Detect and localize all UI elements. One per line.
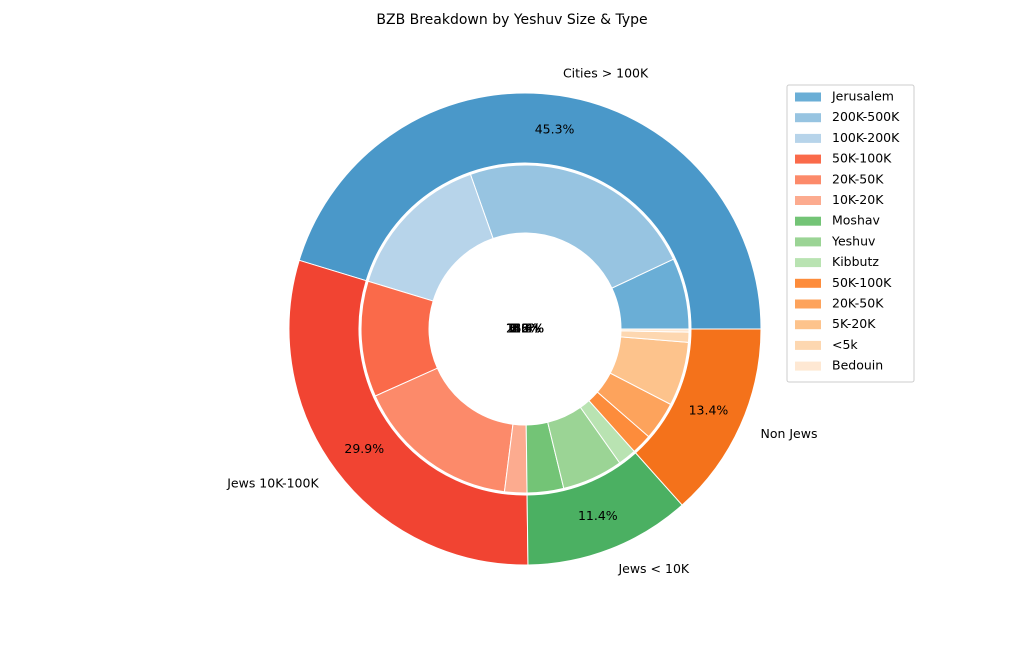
- legend-swatch-moshav-6: [795, 216, 821, 226]
- legend-swatch-200k-500k-1: [795, 113, 821, 123]
- legend-swatch-bedouin-13: [795, 361, 821, 371]
- percent-label-20k-50k-10: 3.8%: [510, 322, 541, 336]
- legend-label-20k-50k-4: 20K-50K: [832, 171, 884, 186]
- percent-label-moshav-6: 3.6%: [510, 322, 541, 336]
- slice-bedouin-13: [620, 328, 690, 333]
- legend-label-50k-100k-3: 50K-100K: [832, 151, 892, 166]
- percent-label-100k-200k-2: 14.9%: [506, 322, 544, 336]
- legend-swatch-20k-50k-10: [795, 299, 821, 309]
- outer-ring: [288, 92, 762, 566]
- legend-swatch-5k-20k-11: [795, 320, 821, 330]
- percent-label-5k-20k-11: 6.3%: [510, 322, 541, 336]
- percent-label-bedouin-13: 0.3%: [510, 322, 541, 336]
- percent-label-200k-500k-1: 23.4%: [506, 322, 544, 336]
- legend-label-5k-12: <5k: [832, 337, 858, 352]
- inner-percent-labels: 7.0%23.4%14.9%11.4%16.3%2.2%3.6%6.0%1.8%…: [506, 322, 544, 336]
- percent-label-cities-100k-0: 45.3%: [535, 122, 575, 137]
- chart-title: BZB Breakdown by Yeshuv Size & Type: [376, 12, 647, 28]
- legend-swatch-yeshuv-7: [795, 237, 821, 247]
- legend-label-50k-100k-9: 50K-100K: [832, 275, 892, 290]
- slice-non-jews-3: [634, 328, 762, 506]
- legend-label-moshav-6: Moshav: [832, 213, 881, 228]
- inner-ring: [360, 164, 690, 494]
- legend-swatch-50k-100k-9: [795, 278, 821, 288]
- legend-swatch-5k-12: [795, 340, 821, 350]
- category-label-jews-10k: Jews < 10K: [617, 561, 689, 576]
- legend-label-5k-20k-11: 5K-20K: [832, 316, 876, 331]
- legend-label-yeshuv-7: Yeshuv: [831, 233, 876, 248]
- legend-label-200k-500k-1: 200K-500K: [832, 109, 900, 124]
- legend-swatch-20k-50k-4: [795, 175, 821, 185]
- category-label-non-jews: Non Jews: [760, 426, 817, 441]
- percent-label-jews-10k-2: 11.4%: [578, 508, 618, 523]
- slice-jews-10k-100k-1: [288, 259, 529, 566]
- slice-cities-100k-0: [298, 92, 762, 330]
- outer-percent-labels: 45.3% 29.9% 11.4% 13.4%: [344, 122, 728, 523]
- percent-label-20k-50k-4: 16.3%: [506, 322, 544, 336]
- category-label-cities-100k: Cities > 100K: [563, 65, 649, 80]
- percent-label-jerusalem-0: 7.0%: [510, 322, 541, 336]
- category-label-jews-10k-100k: Jews 10K-100K: [226, 475, 319, 490]
- legend-label-100k-200k-2: 100K-200K: [832, 130, 900, 145]
- percent-label-kibbutz-8: 1.8%: [510, 322, 541, 336]
- legend-swatch-50k-100k-3: [795, 154, 821, 164]
- slice-200k-500k-1: [469, 164, 675, 289]
- percent-label-yeshuv-7: 6.0%: [510, 322, 541, 336]
- legend-label-kibbutz-8: Kibbutz: [832, 254, 879, 269]
- legend-label-bedouin-13: Bedouin: [832, 358, 883, 373]
- legend-label-jerusalem-0: Jerusalem: [831, 89, 894, 104]
- legend: Jerusalem 200K-500K 100K-200K 50K-100K 20K-5…: [786, 84, 915, 383]
- legend-swatch-10k-20k-5: [795, 196, 821, 205]
- percent-label-10k-20k-5: 2.2%: [510, 322, 541, 336]
- percent-label-jews-10k-100k-1: 29.9%: [344, 441, 384, 456]
- legend-swatch-jerusalem-0: [795, 92, 821, 102]
- percent-label-non-jews-3: 13.4%: [689, 403, 729, 418]
- legend-label-20k-50k-10: 20K-50K: [832, 296, 884, 311]
- percent-label-50k-100k-3: 11.4%: [506, 322, 544, 336]
- outer-category-labels: Cities > 100K Jews 10K-100K Jews < 10K Non …: [226, 65, 817, 576]
- percent-label-5k-12: 1.0%: [510, 322, 541, 336]
- legend-swatch-kibbutz-8: [795, 258, 821, 268]
- percent-label-50k-100k-9: 2.0%: [510, 322, 541, 336]
- legend-label-10k-20k-5: 10K-20K: [832, 192, 884, 207]
- legend-swatch-100k-200k-2: [795, 133, 821, 143]
